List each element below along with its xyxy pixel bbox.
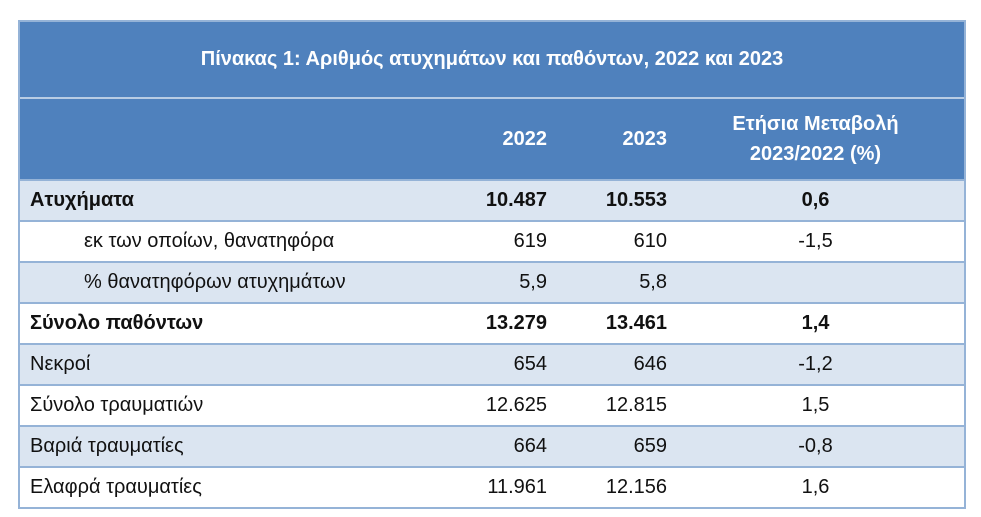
header-cell: 2022 bbox=[502, 127, 548, 150]
cell: 1,6 bbox=[801, 476, 830, 498]
cell: 12.625 bbox=[485, 394, 547, 416]
table: Πίνακας 1: Αριθμός ατυχημάτων και παθόντ… bbox=[18, 20, 966, 509]
table-body: Ατυχήματα 10.487 10.553 0,6 εκ των οποίων, θ… bbox=[20, 181, 964, 507]
cell: 13.461 bbox=[605, 312, 667, 334]
cell: -0,8 bbox=[798, 435, 833, 457]
table-row: Ατυχήματα 10.487 10.553 0,6 bbox=[20, 181, 964, 222]
cell: 1,5 bbox=[801, 394, 830, 416]
table-row: % θανατηφόρων ατυχημάτων 5,9 5,8 bbox=[20, 263, 964, 304]
cell: 5,9 bbox=[519, 271, 547, 293]
cell: 10.553 bbox=[605, 189, 667, 211]
header-cell: Ετήσια Μεταβολή 2023/2022 (%) bbox=[667, 99, 964, 179]
cell: 12.815 bbox=[605, 394, 667, 416]
row-label: Ελαφρά τραυματίες bbox=[30, 476, 202, 498]
cell: 610 bbox=[633, 230, 667, 252]
cell: 13.279 bbox=[485, 312, 547, 334]
table-title: Πίνακας 1: Αριθμός ατυχημάτων και παθόντ… bbox=[20, 22, 964, 99]
row-label: Ατυχήματα bbox=[30, 189, 134, 211]
cell: 646 bbox=[633, 353, 667, 375]
table-row: Βαριά τραυματίες 664 659 -0,8 bbox=[20, 427, 964, 468]
cell: -1,2 bbox=[798, 353, 833, 375]
row-label: Νεκροί bbox=[30, 353, 91, 375]
row-label: Σύνολο τραυματιών bbox=[30, 394, 204, 416]
header-row: 2022 2023 Ετήσια Μεταβολή 2023/2022 (%) bbox=[20, 99, 964, 181]
cell: 12.156 bbox=[605, 476, 667, 498]
cell: 654 bbox=[513, 353, 547, 375]
table-row: Σύνολο παθόντων 13.279 13.461 1,4 bbox=[20, 304, 964, 345]
header-cell bbox=[20, 99, 457, 179]
cell: 1,4 bbox=[801, 312, 830, 334]
row-label: Βαριά τραυματίες bbox=[30, 435, 184, 457]
cell: 10.487 bbox=[485, 189, 547, 211]
row-label: % θανατηφόρων ατυχημάτων bbox=[84, 271, 346, 293]
row-label: εκ των οποίων, θανατηφόρα bbox=[84, 230, 335, 252]
header-line: 2023/2022 (%) bbox=[749, 143, 882, 165]
table-row: Ελαφρά τραυματίες 11.961 12.156 1,6 bbox=[20, 468, 964, 507]
cell: 5,8 bbox=[639, 271, 667, 293]
cell: 664 bbox=[513, 435, 547, 457]
table-row: Σύνολο τραυματιών 12.625 12.815 1,5 bbox=[20, 386, 964, 427]
cell: 0,6 bbox=[801, 189, 830, 211]
cell: 619 bbox=[513, 230, 547, 252]
table-row: εκ των οποίων, θανατηφόρα 619 610 -1,5 bbox=[20, 222, 964, 263]
cell: -1,5 bbox=[798, 230, 833, 252]
row-label: Σύνολο παθόντων bbox=[30, 312, 204, 334]
cell: 11.961 bbox=[487, 476, 547, 498]
header-line: Ετήσια Μεταβολή bbox=[732, 113, 899, 135]
table-row: Νεκροί 654 646 -1,2 bbox=[20, 345, 964, 386]
header-cell: 2023 bbox=[622, 127, 668, 150]
cell: 659 bbox=[633, 435, 667, 457]
